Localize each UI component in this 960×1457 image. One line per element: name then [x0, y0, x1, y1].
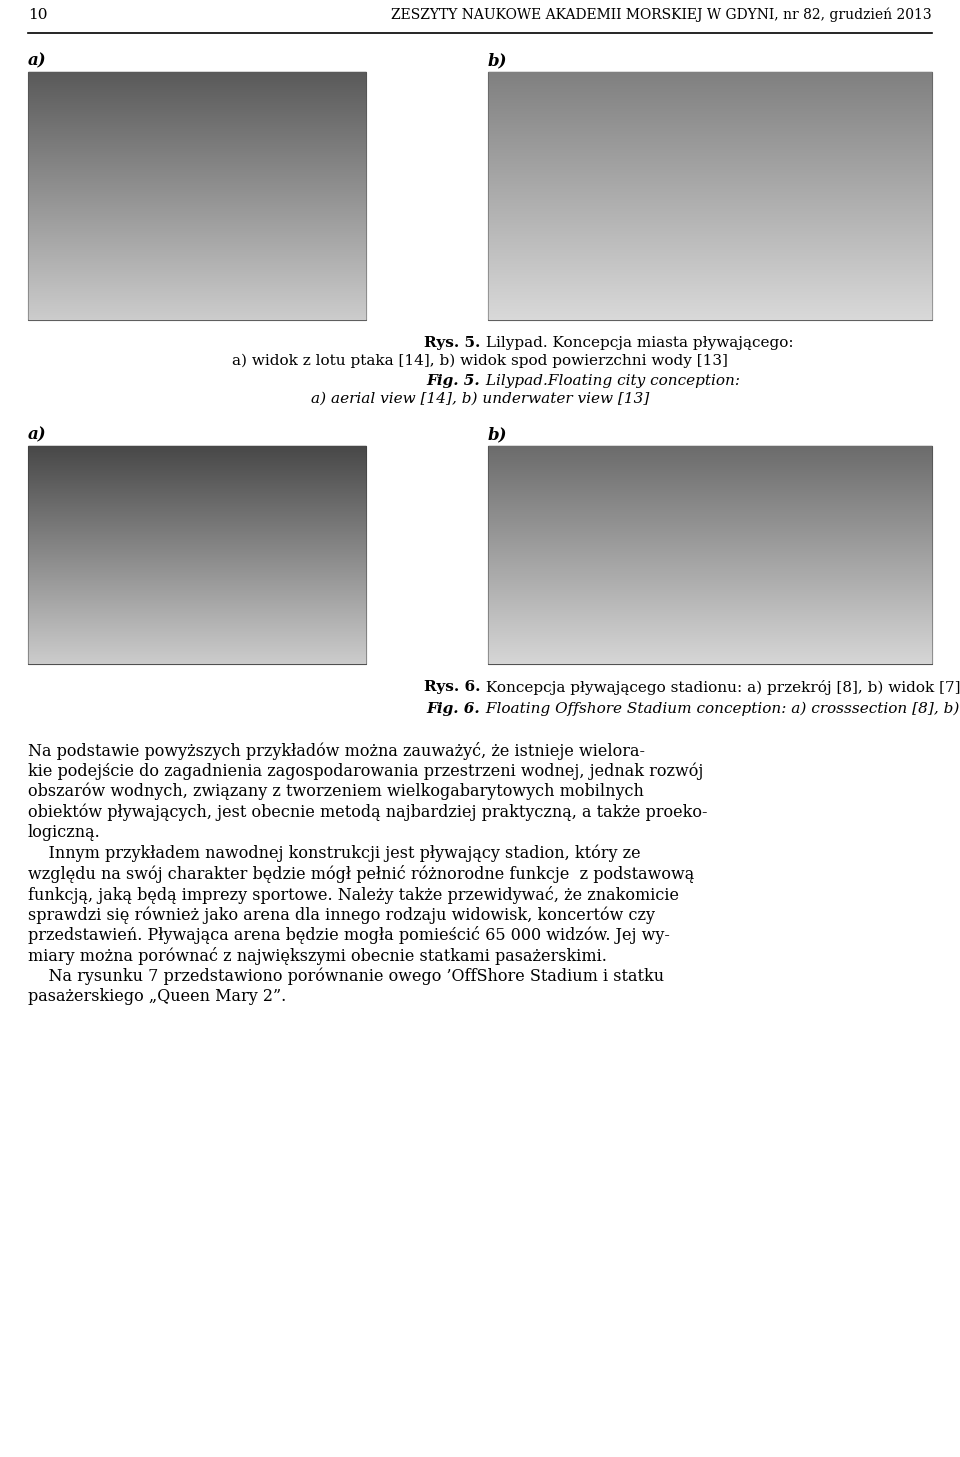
- Text: Rys. 6.: Rys. 6.: [423, 680, 480, 694]
- Text: pasażerskiego „Queen Mary 2”.: pasażerskiego „Queen Mary 2”.: [28, 988, 286, 1005]
- Text: Lilypad. Koncepcja miasta pływającego:: Lilypad. Koncepcja miasta pływającego:: [481, 337, 794, 350]
- Text: ZESZYTY NAUKOWE AKADEMII MORSKIEJ W GDYNI, nr 82, grudzień 2013: ZESZYTY NAUKOWE AKADEMII MORSKIEJ W GDYN…: [392, 7, 932, 22]
- Text: b): b): [488, 52, 508, 68]
- Text: funkcją, jaką będą imprezy sportowe. Należy także przewidywać, że znakomicie: funkcją, jaką będą imprezy sportowe. Nal…: [28, 886, 679, 903]
- Bar: [488, 71, 932, 321]
- Text: a): a): [28, 52, 47, 68]
- Text: a) aerial view [14], b) underwater view [13]: a) aerial view [14], b) underwater view …: [311, 392, 649, 407]
- Text: obszarów wodnych, związany z tworzeniem wielkogabarytowych mobilnych: obszarów wodnych, związany z tworzeniem …: [28, 782, 644, 800]
- Text: Rys. 5.: Rys. 5.: [423, 337, 480, 350]
- Text: a) widok z lotu ptaka [14], b) widok spod powierzchni wody [13]: a) widok z lotu ptaka [14], b) widok spo…: [232, 354, 728, 369]
- Text: przedstawień. Pływająca arena będzie mogła pomieścić 65 000 widzów. Jej wy-: przedstawień. Pływająca arena będzie mog…: [28, 927, 670, 944]
- Text: Na podstawie powyższych przykładów można zauważyć, że istnieje wielora-: Na podstawie powyższych przykładów można…: [28, 742, 645, 761]
- Bar: [28, 446, 366, 664]
- Text: Floating Offshore Stadium conception: a) crosssection [8], b) view [7]: Floating Offshore Stadium conception: a)…: [481, 702, 960, 717]
- Text: miary można porównać z największymi obecnie statkami pasażerskimi.: miary można porównać z największymi obec…: [28, 947, 607, 965]
- Text: Innym przykładem nawodnej konstrukcji jest pływający stadion, który ze: Innym przykładem nawodnej konstrukcji je…: [28, 845, 640, 863]
- Text: sprawdzi się również jako arena dla innego rodzaju widowisk, koncertów czy: sprawdzi się również jako arena dla inne…: [28, 906, 655, 924]
- Text: Koncepcja pływającego stadionu: a) przekrój [8], b) widok [7]: Koncepcja pływającego stadionu: a) przek…: [481, 680, 960, 695]
- Text: kie podejście do zagadnienia zagospodarowania przestrzeni wodnej, jednak rozwój: kie podejście do zagadnienia zagospodaro…: [28, 762, 704, 779]
- Text: logiczną.: logiczną.: [28, 825, 101, 841]
- Text: a): a): [28, 425, 47, 443]
- Text: obiektów pływających, jest obecnie metodą najbardziej praktyczną, a także proeko: obiektów pływających, jest obecnie metod…: [28, 803, 708, 820]
- Text: Na rysunku 7 przedstawiono porównanie owego ’OffShore Stadium i statku: Na rysunku 7 przedstawiono porównanie ow…: [28, 967, 664, 985]
- Text: względu na swój charakter będzie mógł pełnić różnorodne funkcje  z podstawową: względu na swój charakter będzie mógł pe…: [28, 865, 694, 883]
- Text: b): b): [488, 425, 508, 443]
- Bar: [488, 446, 932, 664]
- Text: 10: 10: [28, 7, 47, 22]
- Text: Fig. 5.: Fig. 5.: [426, 374, 480, 388]
- Text: Fig. 6.: Fig. 6.: [426, 702, 480, 715]
- Text: Lilypad.Floating city conception:: Lilypad.Floating city conception:: [481, 374, 740, 388]
- Bar: [28, 71, 366, 321]
